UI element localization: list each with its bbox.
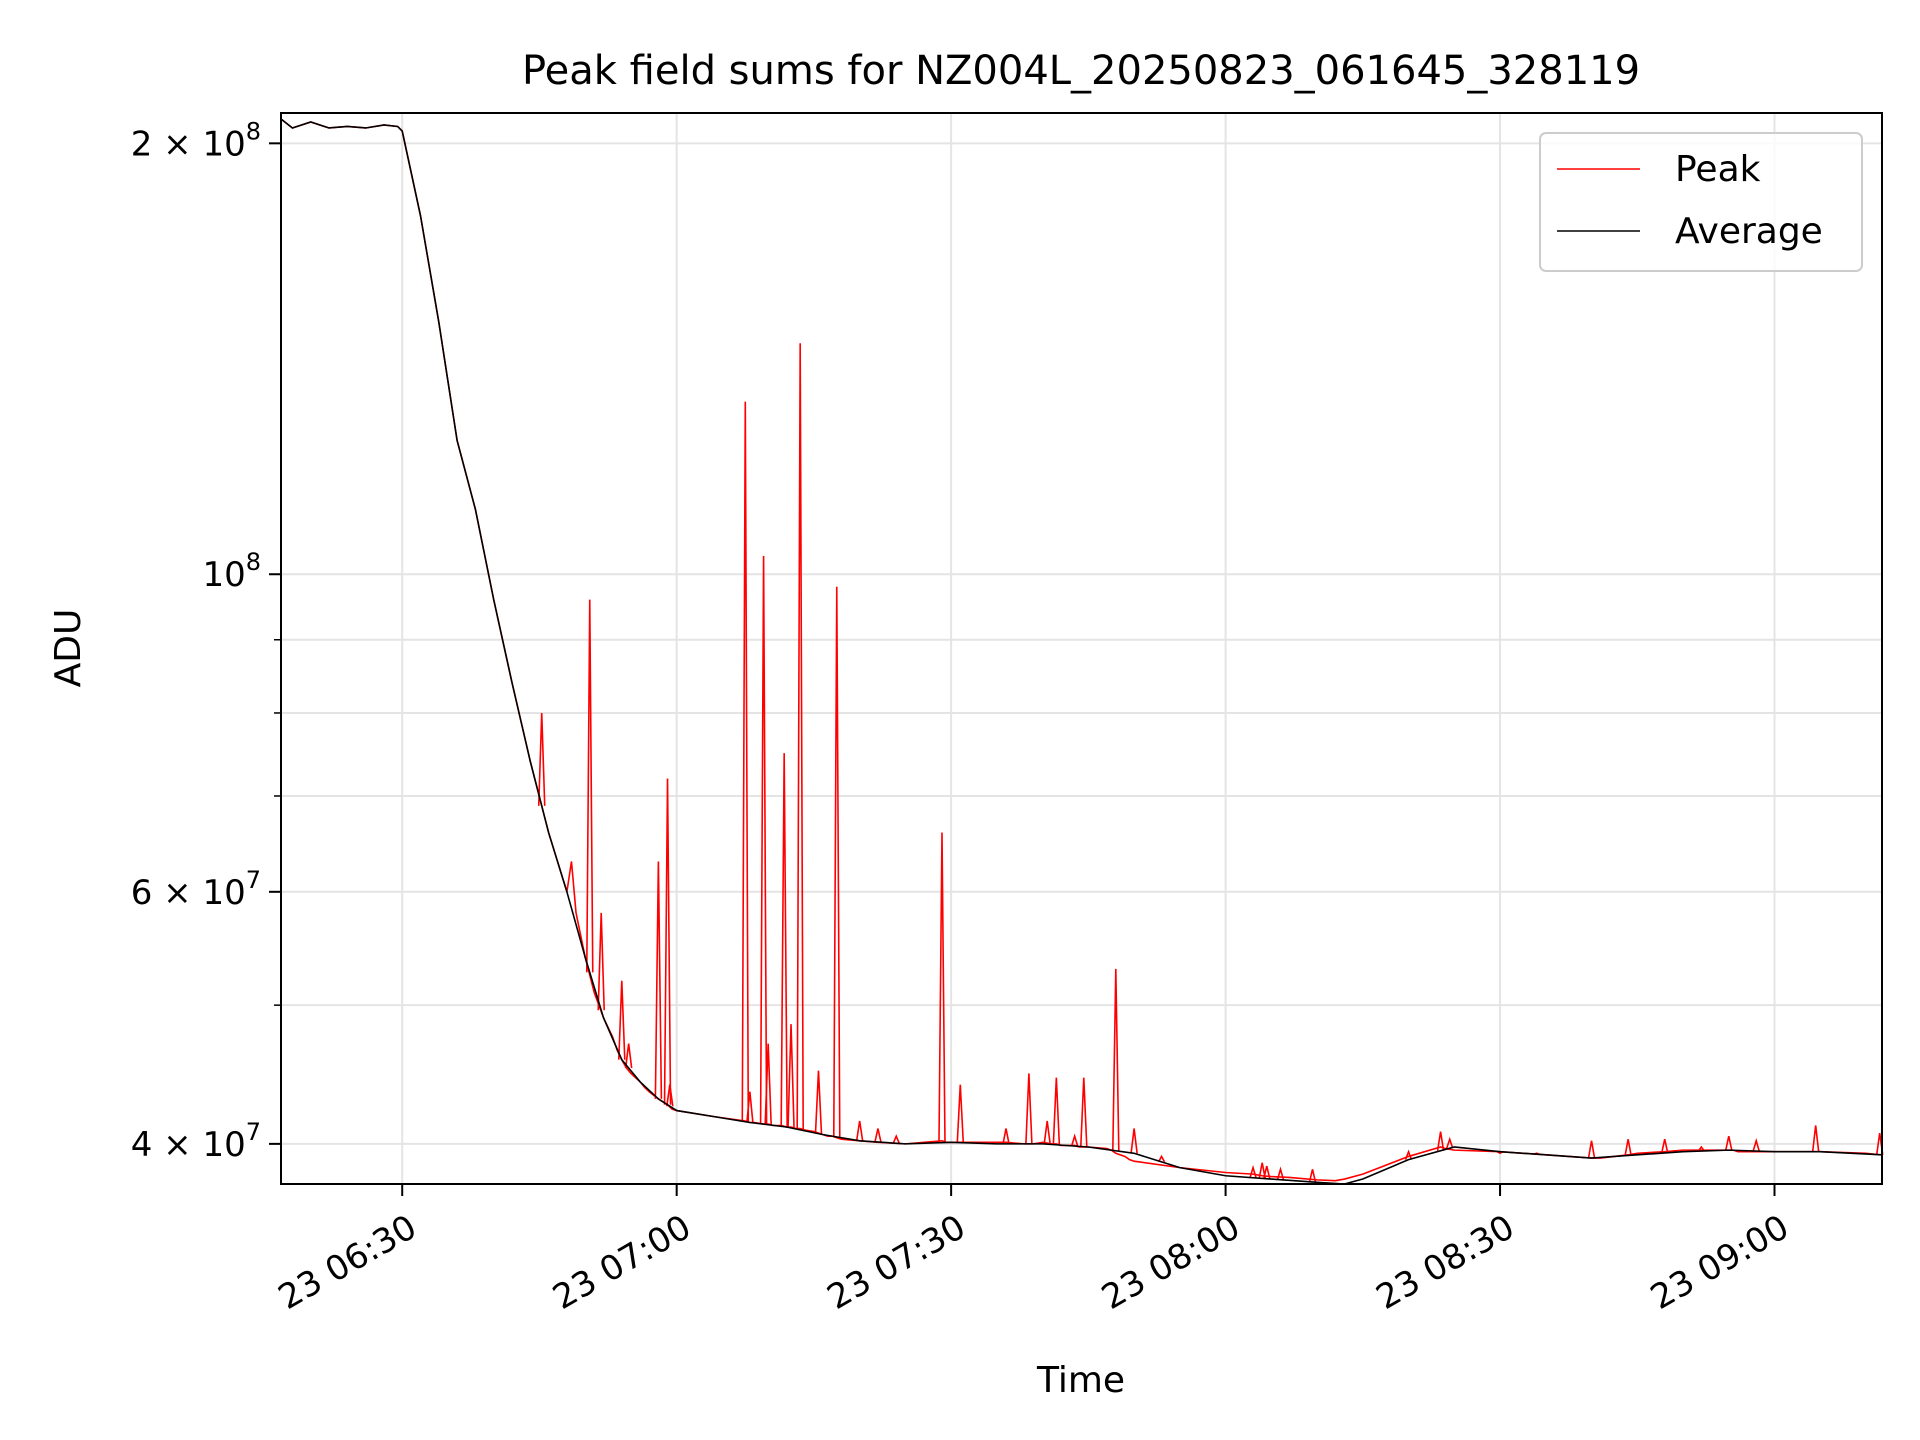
- legend: Peak Average: [1539, 132, 1863, 272]
- x-axis-label: Time: [1036, 1360, 1125, 1401]
- legend-peak-label: Peak: [1675, 149, 1761, 190]
- peak-spike: [1079, 1077, 1088, 1147]
- y-tick-label: 6 × 107: [131, 866, 261, 913]
- peak-spike: [1002, 1128, 1010, 1145]
- peak-spike: [617, 980, 626, 1060]
- peak-spike: [956, 1084, 965, 1143]
- peak-spike: [666, 1084, 674, 1107]
- peak-spike: [1112, 968, 1120, 1151]
- peak-spike: [938, 832, 946, 1143]
- peak-spike: [1025, 1073, 1033, 1144]
- series-line-peak: [280, 118, 1880, 1182]
- peak-spike: [1157, 1154, 1166, 1163]
- peak-spike: [1043, 1120, 1051, 1145]
- y-tick-exponent: 8: [246, 117, 261, 145]
- peak-spike: [1249, 1164, 1257, 1178]
- plot-frame: [280, 112, 1883, 1185]
- y-tick-label: 108: [202, 548, 261, 595]
- peak-spike: [1130, 1128, 1138, 1154]
- peak-spike: [1404, 1149, 1413, 1160]
- peak-spike: [1262, 1165, 1271, 1179]
- peak-spike: [1276, 1166, 1285, 1180]
- y-tick-exponent: 7: [246, 1118, 261, 1146]
- peak-spike: [1752, 1137, 1760, 1152]
- y-tick-base: 2 × 10: [131, 124, 246, 164]
- legend-box: [1539, 132, 1863, 272]
- y-tick-base: 6 × 10: [131, 873, 246, 913]
- peak-spike: [1308, 1169, 1317, 1183]
- peak-spike: [1436, 1131, 1445, 1151]
- y-tick-exponent: 7: [246, 866, 261, 894]
- peak-spike: [832, 586, 841, 1137]
- peak-spike: [1445, 1136, 1454, 1149]
- peak-spike: [855, 1120, 864, 1141]
- y-axis-label: ADU: [48, 609, 89, 688]
- peak-spike: [780, 753, 788, 1127]
- data-series: [280, 118, 1884, 1185]
- peak-spike: [874, 1128, 882, 1143]
- peak-spike: [1258, 1162, 1266, 1179]
- y-tick-label: 2 × 108: [131, 117, 261, 164]
- peak-spike: [796, 343, 804, 1130]
- peak-spike: [892, 1134, 900, 1144]
- y-tick-base: 4 × 10: [131, 1125, 246, 1165]
- chart-title: Peak field sums for NZ004L_20250823_0616…: [522, 48, 1640, 94]
- peak-spike: [1587, 1140, 1596, 1159]
- peak-spike: [624, 1043, 633, 1069]
- peak-spike: [654, 861, 663, 1099]
- y-tick-exponent: 8: [246, 548, 261, 576]
- peak-spike: [787, 1024, 795, 1128]
- peak-spike: [746, 1091, 754, 1123]
- peak-spike: [759, 555, 768, 1125]
- legend-average-label: Average: [1675, 211, 1823, 252]
- peak-spike: [1052, 1077, 1061, 1145]
- peak-spike: [1660, 1139, 1669, 1154]
- peak-spike: [741, 401, 750, 1122]
- peak-spike: [537, 712, 546, 806]
- peak-spike: [1811, 1125, 1820, 1152]
- series-line-average: [280, 118, 1883, 1185]
- peak-spike: [1624, 1139, 1632, 1156]
- peak-spike: [1697, 1145, 1705, 1152]
- y-tick-base: 10: [202, 555, 245, 595]
- peak-spike: [1070, 1133, 1079, 1147]
- peak-spike: [663, 778, 672, 1105]
- peak-spike: [814, 1070, 823, 1134]
- peak-spike: [764, 1043, 772, 1125]
- peak-spike: [597, 912, 605, 1011]
- y-tick-label: 4 × 107: [131, 1118, 261, 1165]
- peak-spike: [585, 599, 594, 973]
- peak-spike: [1724, 1135, 1733, 1151]
